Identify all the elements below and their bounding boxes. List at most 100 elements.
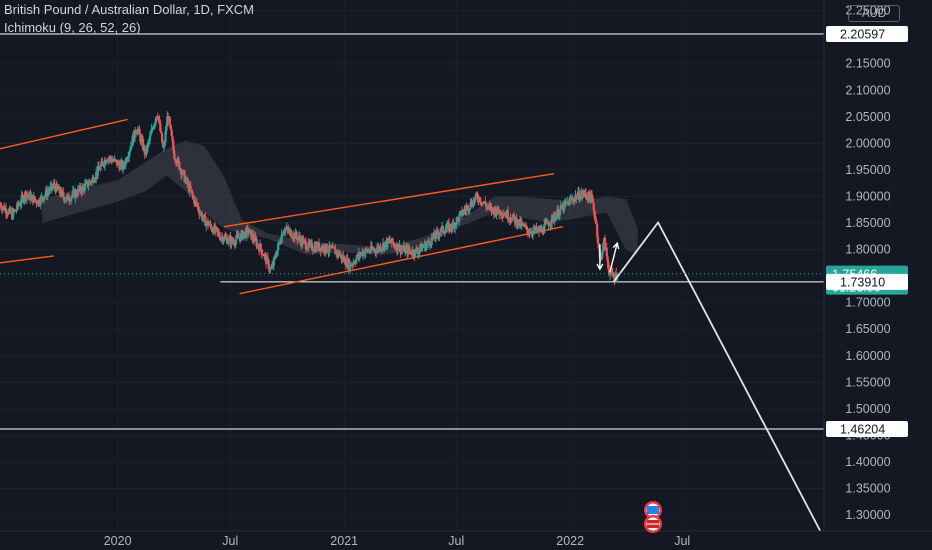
candle-body — [113, 158, 116, 161]
candle-body — [436, 230, 439, 234]
price-tick-label: 1.60000 — [845, 349, 890, 363]
candle-body — [479, 197, 482, 203]
candle-body — [257, 243, 260, 247]
candle-body — [555, 215, 558, 220]
candle-body — [58, 186, 61, 194]
candle-body — [365, 248, 368, 250]
arrow-head — [612, 241, 620, 250]
horizontal-levels[interactable] — [0, 33, 824, 430]
price-tag-box — [826, 421, 908, 438]
trend-line — [239, 226, 563, 295]
candle-body — [544, 222, 548, 224]
candle-body — [69, 197, 73, 202]
candle-body — [452, 222, 455, 224]
candle-body — [11, 210, 15, 219]
candle-body — [196, 205, 199, 207]
candle-body — [182, 170, 185, 172]
candle-body — [392, 243, 395, 245]
candle-body — [204, 216, 207, 227]
candle-body — [150, 128, 153, 133]
candle-body — [105, 160, 108, 163]
time-axis[interactable] — [0, 531, 932, 550]
candle-body — [201, 217, 204, 219]
candle-body — [160, 133, 164, 143]
time-tick-label: 2020 — [104, 534, 132, 548]
candle-body — [284, 229, 287, 232]
candle-body — [9, 207, 12, 213]
candle-body — [563, 201, 566, 211]
candle-body — [231, 237, 234, 242]
candle-body — [206, 220, 210, 227]
projection[interactable] — [596, 220, 822, 532]
candle-body — [594, 217, 597, 220]
candle-body — [536, 229, 539, 231]
candle-body — [130, 145, 133, 147]
candle-body — [399, 245, 402, 253]
candle-body — [90, 179, 93, 183]
candle-body — [1, 207, 4, 210]
candle-body — [495, 213, 498, 216]
candle-body — [94, 178, 97, 181]
price-tick-label: 1.30000 — [845, 508, 890, 522]
candle-body — [7, 210, 10, 215]
currency-badge[interactable]: AUD — [848, 5, 900, 22]
candle-body — [133, 129, 136, 142]
candle-body — [557, 215, 561, 218]
candle-body — [343, 257, 347, 265]
candle-body — [476, 195, 479, 199]
indicator-legend[interactable]: Ichimoku (9, 26, 52, 26) — [4, 20, 141, 35]
candle-body — [17, 202, 20, 206]
time-tick-label: 2021 — [330, 534, 358, 548]
candle-body — [119, 163, 122, 170]
candle-body — [161, 142, 165, 147]
candle-body — [39, 196, 42, 205]
candle-body — [114, 158, 117, 160]
candle-body — [239, 233, 243, 241]
candle-body — [261, 254, 264, 256]
candle-body — [264, 254, 267, 256]
candle-body — [166, 116, 169, 127]
candle-body — [530, 232, 533, 234]
candle-body — [154, 117, 158, 123]
candle-body — [550, 223, 553, 226]
price-tick-label: 1.55000 — [845, 375, 890, 389]
candle-body — [88, 181, 91, 185]
candle-body — [470, 201, 473, 206]
candle-body — [391, 238, 394, 244]
calendar-event-icon[interactable] — [644, 501, 662, 519]
candle-body — [374, 249, 377, 252]
candle-body — [459, 211, 462, 215]
candle-body — [203, 214, 206, 217]
candle-body — [499, 210, 503, 216]
candle-body — [307, 241, 310, 249]
candle-body — [520, 222, 523, 227]
price-tag-box — [826, 25, 908, 42]
candle-body — [573, 197, 576, 202]
candle-body — [56, 183, 59, 188]
candle-body — [578, 199, 581, 201]
calendar-event-icon[interactable] — [644, 515, 662, 533]
candle-body — [147, 142, 150, 145]
candle-body — [232, 242, 236, 245]
candle-body — [160, 131, 163, 134]
grid — [0, 0, 824, 531]
candle-body — [183, 171, 186, 183]
candle-body — [237, 235, 240, 238]
candle-body — [329, 245, 332, 249]
candle-body — [425, 244, 428, 250]
candle-body — [380, 249, 383, 251]
candle-body — [126, 158, 129, 162]
candle-body — [210, 226, 213, 231]
candle-body — [191, 191, 194, 196]
candle-body — [248, 229, 251, 233]
candle-body — [93, 180, 96, 183]
candle-body — [46, 191, 49, 197]
candle-body — [163, 142, 166, 146]
candle-body — [190, 190, 193, 192]
candle-body — [449, 224, 452, 229]
candle-body — [576, 195, 579, 200]
event-icons[interactable] — [644, 501, 662, 533]
trend-lines[interactable] — [0, 118, 563, 295]
candle-body — [430, 237, 433, 246]
